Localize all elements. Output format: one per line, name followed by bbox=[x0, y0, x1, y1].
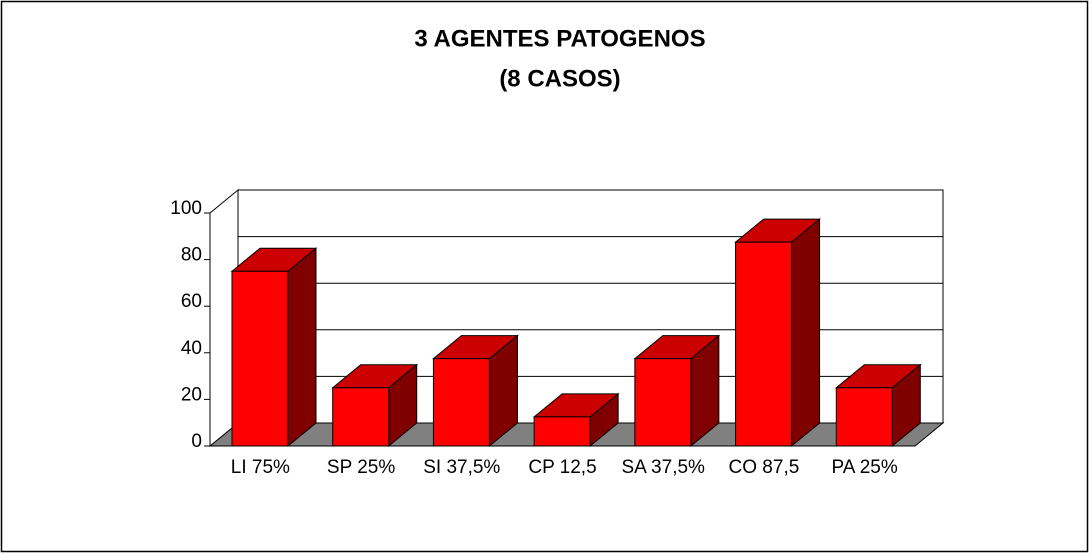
bar bbox=[331, 363, 419, 448]
bar-front bbox=[332, 387, 390, 447]
y-tick-label: 60 bbox=[181, 291, 202, 312]
bar-front bbox=[634, 358, 692, 447]
bar-front bbox=[231, 270, 289, 447]
bar bbox=[834, 363, 922, 448]
x-tick-label: SA 37,5% bbox=[621, 457, 705, 478]
bar-front bbox=[432, 358, 490, 447]
y-tick-label: 0 bbox=[191, 431, 202, 452]
x-tick-label: LI 75% bbox=[231, 457, 290, 478]
bar bbox=[734, 218, 821, 448]
bar bbox=[633, 334, 721, 448]
bar-side bbox=[287, 247, 317, 448]
bar-front bbox=[735, 241, 793, 447]
y-tick-label: 40 bbox=[181, 338, 202, 359]
x-tick-label: PA 25% bbox=[832, 457, 898, 478]
chart-subtitle: (8 CASOS) bbox=[499, 65, 620, 92]
bar bbox=[532, 392, 620, 448]
x-tick-label: CO 87,5 bbox=[729, 457, 800, 478]
bar bbox=[432, 334, 519, 448]
x-tick-label: SP 25% bbox=[327, 457, 395, 478]
bar-front bbox=[835, 387, 893, 447]
y-tick-label: 80 bbox=[181, 245, 202, 266]
x-tick-label: CP 12,5 bbox=[528, 457, 596, 478]
y-tick-label: 20 bbox=[181, 384, 202, 405]
bar-front bbox=[533, 416, 591, 447]
bar bbox=[230, 247, 318, 448]
y-tick-label: 100 bbox=[170, 198, 202, 219]
chart-title: 3 AGENTES PATOGENOS bbox=[414, 25, 705, 52]
x-tick-label: SI 37,5% bbox=[423, 457, 500, 478]
bar-side bbox=[791, 218, 821, 448]
